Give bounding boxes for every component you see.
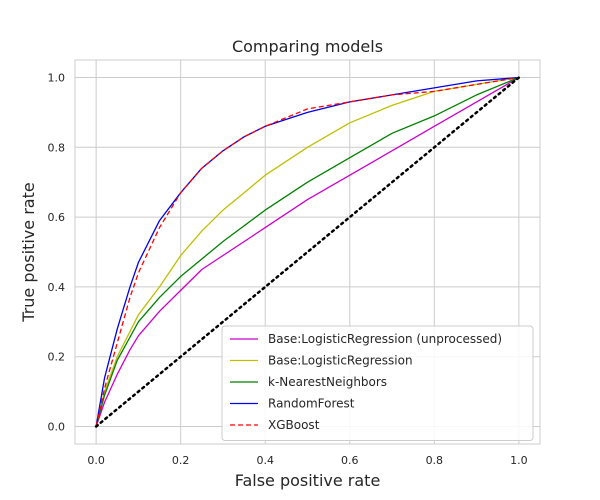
y-tick-label: 0.2 [48, 351, 66, 364]
legend-box [221, 325, 534, 441]
series-line-randomforest [95, 76, 519, 427]
x-tick-label: 0.0 [87, 454, 105, 467]
x-tick-label: 0.6 [341, 454, 359, 467]
series-line-base-logisticregression [95, 76, 520, 427]
y-axis-label: True positive rate [19, 182, 38, 322]
x-tick-label: 0.4 [256, 454, 274, 467]
y-tick-label: 0.8 [48, 141, 66, 154]
y-tick-label: 0.6 [48, 211, 66, 224]
series-line-k-nearestneighbors [95, 76, 520, 427]
x-tick-label: 0.2 [172, 454, 190, 467]
chart-title: Comparing models [232, 37, 383, 56]
plot-frame [74, 59, 541, 445]
legend-label: Base:LogisticRegression [268, 354, 413, 368]
x-tick-label: 0.8 [426, 454, 444, 467]
tick-labels: 0.0 0.2 0.4 0.6 0.8 1.0 0.0 0.2 0.4 0.6 0.8 1.0 [48, 71, 528, 467]
legend-label: Base:LogisticRegression (unprocessed) [268, 332, 502, 346]
y-tick-label: 0.0 [48, 421, 66, 434]
legend: Base:LogisticRegression (unprocessed) Bas… [221, 325, 534, 441]
series-line-base-logisticregression-unprocessed [95, 76, 520, 427]
x-axis-label: False positive rate [235, 471, 381, 490]
x-tick-label: 1.0 [510, 454, 528, 467]
y-tick-label: 1.0 [48, 71, 66, 84]
legend-label: RandomForest [268, 397, 355, 411]
chance-diagonal-line [94, 76, 521, 428]
series-layer [94, 76, 521, 428]
legend-label: k-NearestNeighbors [268, 375, 387, 389]
y-tick-label: 0.4 [48, 281, 66, 294]
legend-label: XGBoost [268, 418, 320, 432]
series-line-xgboost [95, 76, 520, 427]
